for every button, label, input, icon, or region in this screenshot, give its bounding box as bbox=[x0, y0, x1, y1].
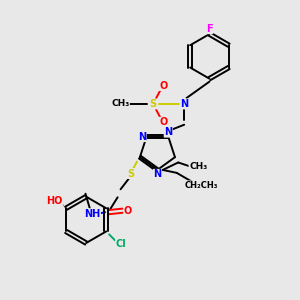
Text: F: F bbox=[206, 24, 213, 34]
Text: O: O bbox=[159, 80, 167, 91]
Text: O: O bbox=[159, 117, 167, 128]
Text: CH₂CH₃: CH₂CH₃ bbox=[185, 181, 218, 190]
Text: N: N bbox=[138, 132, 146, 142]
Text: CH₃: CH₃ bbox=[189, 162, 207, 171]
Text: O: O bbox=[124, 206, 132, 216]
Text: N: N bbox=[153, 169, 161, 179]
Text: NH: NH bbox=[84, 209, 101, 219]
Text: N: N bbox=[164, 127, 172, 137]
Text: CH₃: CH₃ bbox=[111, 99, 129, 108]
Text: S: S bbox=[128, 169, 135, 178]
Text: HO: HO bbox=[46, 196, 63, 206]
Text: S: S bbox=[149, 99, 157, 109]
Text: Cl: Cl bbox=[116, 239, 126, 249]
Text: N: N bbox=[180, 99, 188, 109]
